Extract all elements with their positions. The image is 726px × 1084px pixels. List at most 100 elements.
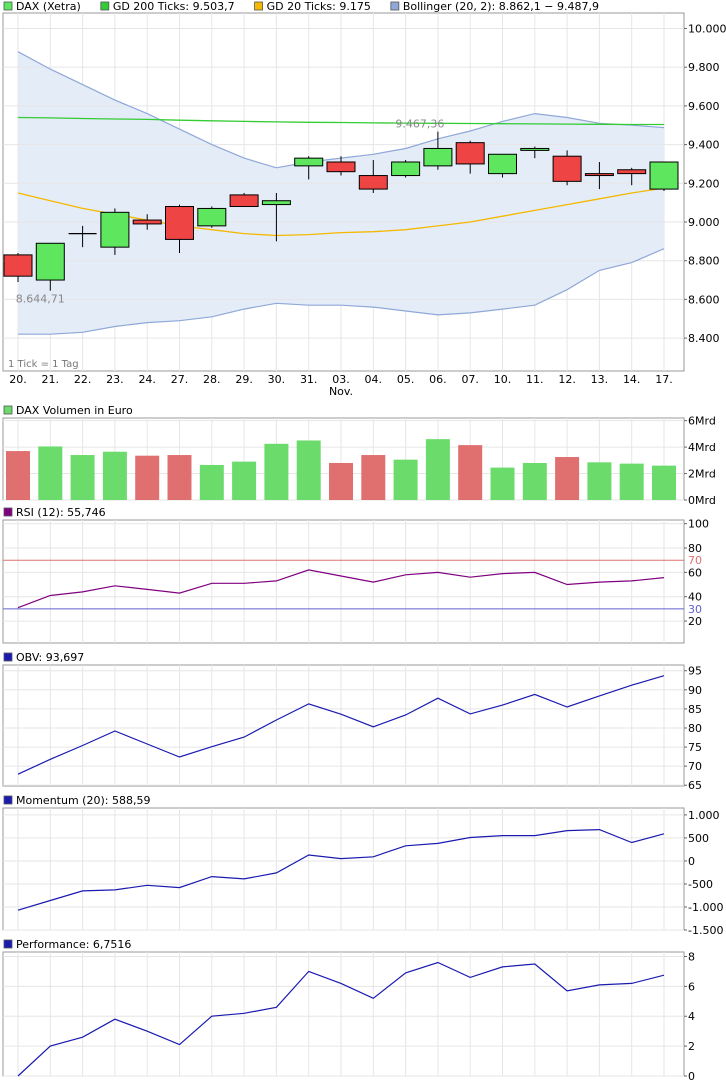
y-tick-label: 9.800 bbox=[688, 61, 720, 74]
candle-body bbox=[520, 147, 550, 151]
candle-body bbox=[132, 219, 162, 225]
y-tick-label: 90 bbox=[688, 684, 702, 697]
y-tick-label: 4Mrd bbox=[688, 441, 716, 454]
candle-body bbox=[423, 147, 453, 167]
volume-bar bbox=[70, 455, 95, 500]
y-tick-label: 85 bbox=[688, 703, 702, 716]
y-tick-label: 70 bbox=[688, 760, 702, 773]
y-tick-label: 500 bbox=[688, 832, 709, 845]
volume-bar bbox=[38, 446, 63, 500]
candle-body bbox=[100, 211, 130, 248]
x-tick-label: 30. bbox=[268, 373, 286, 386]
tick-footnote: 1 Tick = 1 Tag bbox=[8, 359, 79, 370]
candle-body bbox=[229, 194, 259, 208]
volume-bar bbox=[102, 451, 127, 500]
rsi-line bbox=[17, 569, 665, 609]
panel-obv: 65 70 75 80 85 90 95 OBV: 93,697 bbox=[2, 651, 702, 792]
candle-body bbox=[326, 161, 356, 173]
x-tick-label: 20. bbox=[9, 373, 27, 386]
legend-label: Bollinger (20, 2): 8.862,1 − 9.487,9 bbox=[403, 0, 599, 13]
x-tick-label: 11. bbox=[526, 373, 544, 386]
volume-bar bbox=[425, 439, 450, 500]
candle-body bbox=[294, 157, 324, 167]
panel-frame bbox=[2, 519, 685, 644]
x-tick-label: 21. bbox=[42, 373, 60, 386]
volume-bar bbox=[264, 443, 289, 500]
volume-bar bbox=[619, 463, 644, 500]
y-tick-label: 80 bbox=[688, 542, 702, 555]
y-tick-label: 1.000 bbox=[688, 809, 720, 822]
y-tick-label: 9.000 bbox=[688, 216, 720, 229]
y-tick-label: 8 bbox=[688, 950, 695, 963]
candle-body bbox=[584, 173, 614, 177]
panel-rsi: 20 40 60 80 100 70 30 RSI (12): 55,746 bbox=[2, 506, 709, 644]
volume-bar bbox=[555, 457, 580, 500]
price-annotation: 9.467,36 bbox=[395, 118, 444, 131]
x-tick-label: 28. bbox=[203, 373, 221, 386]
volume-bar bbox=[458, 445, 483, 500]
legend-swatch bbox=[390, 1, 400, 11]
candle-body bbox=[197, 207, 227, 227]
candle-body bbox=[617, 169, 647, 175]
y-tick-label: 6 bbox=[688, 980, 695, 993]
legend-label: GD 200 Ticks: 9.503,7 bbox=[113, 0, 235, 13]
panel-frame bbox=[2, 664, 685, 787]
candle-body bbox=[165, 206, 194, 240]
candle-body bbox=[3, 254, 33, 277]
y-tick-label: 9.200 bbox=[688, 177, 720, 190]
x-tick-label: 17. bbox=[655, 373, 673, 386]
rsi-ref-label: 70 bbox=[688, 554, 702, 567]
legend-swatch bbox=[3, 1, 13, 11]
legend-label: Momentum (20): 588,59 bbox=[16, 794, 150, 807]
legend-swatch bbox=[3, 939, 13, 949]
legend-swatch bbox=[3, 795, 13, 805]
y-tick-label: 8.800 bbox=[688, 255, 720, 268]
candle-body bbox=[358, 175, 388, 190]
x-tick-label: 12. bbox=[558, 373, 576, 386]
y-tick-label: 8.400 bbox=[688, 332, 720, 345]
y-tick-label: 9.600 bbox=[688, 100, 720, 113]
panel-frame bbox=[2, 807, 685, 931]
volume-bar bbox=[361, 455, 386, 500]
volume-bar bbox=[393, 459, 418, 500]
x-tick-label: 23. bbox=[106, 373, 124, 386]
legend-swatch bbox=[3, 507, 13, 517]
y-tick-label: 2 bbox=[688, 1040, 695, 1053]
y-tick-label: 0 bbox=[688, 855, 695, 868]
rsi-ref-label: 30 bbox=[688, 603, 702, 616]
legend-label: Performance: 6,7516 bbox=[16, 938, 131, 951]
legend-label: DAX Volumen in Euro bbox=[16, 404, 133, 417]
bollinger-band bbox=[18, 51, 664, 335]
volume-bar bbox=[135, 455, 160, 500]
x-tick-label: 04. bbox=[365, 373, 383, 386]
momentum-line bbox=[17, 828, 665, 911]
panel-volume: 0Mrd 2Mrd 4Mrd 6Mrd DAX Volumen in Euro bbox=[2, 404, 716, 507]
x-tick-label: 31. bbox=[300, 373, 318, 386]
volume-bar bbox=[167, 455, 192, 500]
x-month-label: Nov. bbox=[329, 385, 353, 398]
y-tick-label: 60 bbox=[688, 566, 702, 579]
y-tick-label: 75 bbox=[688, 741, 702, 754]
x-tick-label: 05. bbox=[397, 373, 415, 386]
volume-bar bbox=[296, 440, 321, 500]
y-tick-label: 6Mrd bbox=[688, 415, 716, 428]
legend-swatch bbox=[100, 1, 110, 11]
panel-frame bbox=[2, 951, 685, 1077]
x-tick-label: 14. bbox=[623, 373, 641, 386]
legend-label: DAX (Xetra) bbox=[16, 0, 81, 13]
y-tick-label: 4 bbox=[688, 1010, 695, 1023]
x-tick-label: 13. bbox=[591, 373, 609, 386]
y-tick-label: 0 bbox=[688, 1070, 695, 1083]
obv-line bbox=[17, 675, 665, 775]
volume-bar bbox=[6, 451, 30, 500]
x-tick-label: 27. bbox=[171, 373, 189, 386]
y-tick-label: 20 bbox=[688, 615, 702, 628]
bollinger-lower-line bbox=[18, 248, 665, 335]
candle-body bbox=[35, 242, 65, 281]
y-tick-label: 9.400 bbox=[688, 139, 720, 152]
volume-bar bbox=[329, 462, 353, 500]
panel-price: 8.400 8.600 8.800 9.000 9.200 9.400 9.600 9.800… bbox=[2, 0, 726, 398]
legend-swatch bbox=[3, 652, 13, 662]
y-tick-label: -1.500 bbox=[688, 924, 723, 937]
